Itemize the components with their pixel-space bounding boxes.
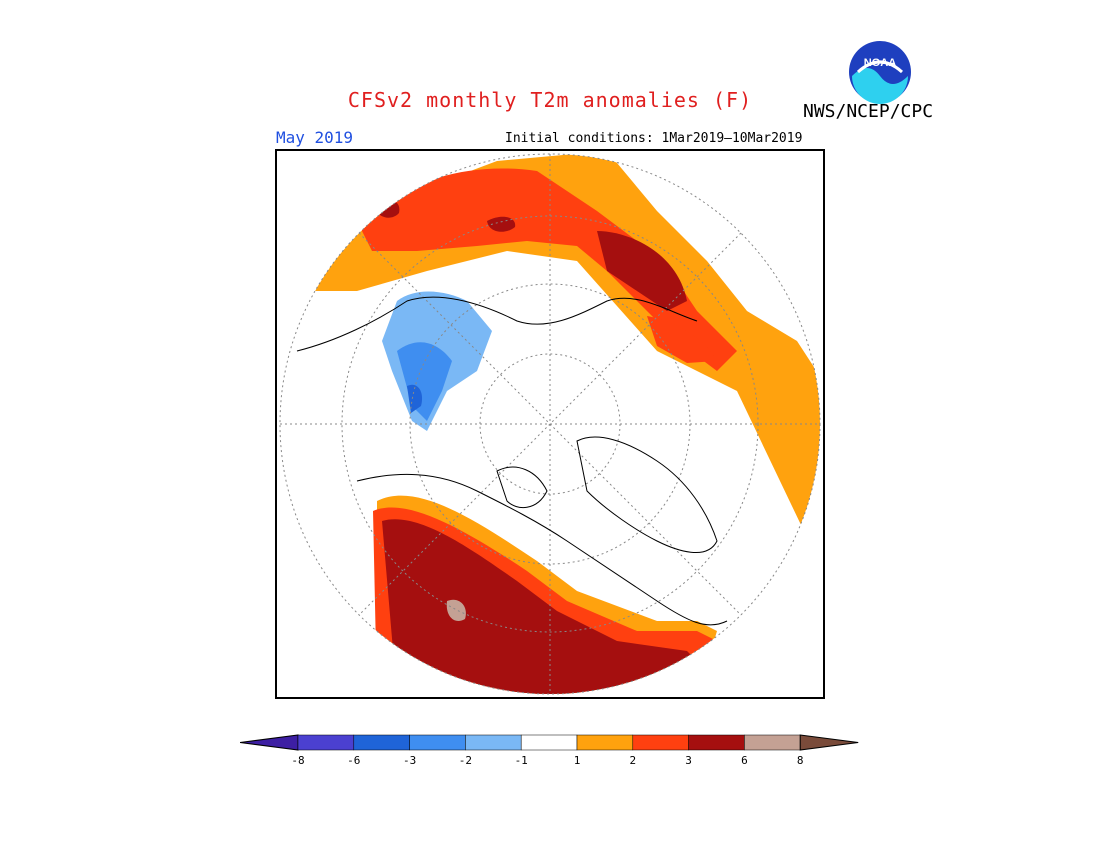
anomaly-region-europe-cool-deep	[407, 384, 423, 413]
polar-map	[279, 153, 821, 695]
colorbar-bin	[632, 734, 689, 751]
colorbar-bin	[744, 734, 801, 751]
colorbar-tick-label: -3	[403, 754, 416, 767]
colorbar: -8 -6 -3 -2 -1 1 2 3 6 8	[240, 734, 859, 767]
colorbar-bin	[520, 734, 578, 751]
colorbar-tick-label: 2	[629, 754, 636, 767]
anomaly-region-siberia-dark-2	[487, 216, 516, 232]
colorbar-bin	[688, 734, 745, 751]
colorbar-arrow-high	[799, 734, 859, 751]
colorbar-bin	[409, 734, 466, 751]
anomaly-region-america-tan	[446, 599, 466, 621]
colorbar-bin	[297, 734, 355, 751]
colorbar-tick-label: 3	[685, 754, 692, 767]
chart-title: CFSv2 monthly T2m anomalies (F)	[347, 88, 753, 112]
colorbar-tick-label: 1	[574, 754, 581, 767]
colorbar-tick-label: -2	[459, 754, 472, 767]
colorbar-arrow-low	[240, 734, 299, 751]
anomaly-region-beringia-red	[647, 316, 717, 363]
anomaly-region-america-dark	[382, 519, 707, 694]
lat-lon-grid	[279, 153, 821, 695]
colorbar-bin	[353, 734, 410, 751]
anomaly-region-siberia-dark	[597, 231, 687, 311]
initial-conditions-label: Initial conditions: 1Mar2019–10Mar2019	[505, 131, 803, 146]
map-frame	[275, 149, 825, 699]
agency-label: NWS/NCEP/CPC	[803, 101, 934, 122]
coastlines	[296, 296, 728, 626]
noaa-logo: NOAA	[849, 41, 911, 104]
svg-text:NOAA: NOAA	[864, 57, 896, 69]
anomaly-region-eurasia-orange	[307, 154, 820, 571]
colorbar-tick-label: -6	[347, 754, 360, 767]
colorbar-tick-label: 8	[797, 754, 804, 767]
colorbar-bin	[465, 734, 522, 751]
colorbar-tick-label: -1	[515, 754, 528, 767]
anomaly-region-eurasia-red	[357, 168, 737, 371]
colorbar-bin	[576, 734, 634, 751]
colorbar-tick-label: 6	[741, 754, 748, 767]
month-label: May 2019	[276, 128, 354, 147]
colorbar-tick-label: -8	[291, 754, 304, 767]
